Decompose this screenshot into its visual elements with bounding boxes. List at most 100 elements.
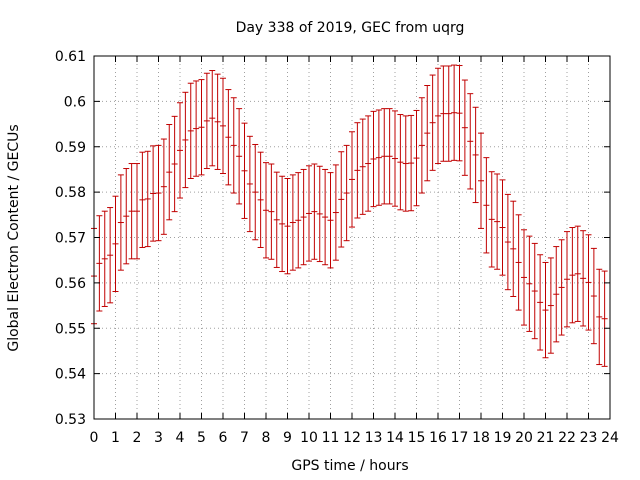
error-bar-point <box>569 227 576 324</box>
error-bar-point <box>413 109 420 207</box>
error-bar-point <box>349 131 355 228</box>
error-bar-point <box>381 108 388 205</box>
error-bar-point <box>547 257 554 354</box>
error-bar-point <box>246 135 253 233</box>
error-bar-point <box>273 171 280 268</box>
error-bar-point <box>504 193 511 291</box>
error-bar-point <box>585 234 592 331</box>
error-bars <box>91 64 608 367</box>
error-bar-point <box>418 97 425 194</box>
error-bar-point <box>209 70 216 167</box>
error-bar-point <box>203 72 210 170</box>
x-tick-label: 10 <box>300 430 318 446</box>
error-bar-point <box>220 77 226 175</box>
error-bar-point <box>343 144 350 242</box>
error-bar-point <box>171 115 178 213</box>
error-bar-point <box>537 254 544 351</box>
error-bar-point <box>289 174 296 271</box>
error-bar-point <box>386 108 393 205</box>
x-tick-label: 0 <box>90 430 99 446</box>
error-bar-point <box>526 235 533 332</box>
error-bar-point <box>107 207 114 304</box>
x-tick-label: 19 <box>494 430 512 446</box>
x-tick-label: 12 <box>343 430 361 446</box>
error-bar-point <box>397 114 404 211</box>
y-tick-label: 0.58 <box>55 185 86 201</box>
plot-border <box>93 55 611 420</box>
error-bar-point <box>177 102 183 199</box>
x-tick-label: 18 <box>472 430 490 446</box>
error-bar-point <box>123 168 130 265</box>
y-tick-label: 0.61 <box>55 49 86 65</box>
error-bar-point <box>574 225 581 322</box>
error-bar-point <box>236 108 243 205</box>
error-bar-point <box>338 151 345 248</box>
error-bar-point <box>494 173 501 270</box>
error-bar-point <box>284 178 291 275</box>
error-bar-point <box>596 268 603 366</box>
error-bar-point <box>316 165 323 263</box>
x-tick-label: 14 <box>386 430 404 446</box>
grid-lines <box>94 56 610 419</box>
error-bar-point <box>402 115 409 212</box>
y-tick-label: 0.56 <box>55 276 86 292</box>
error-bar-point <box>440 65 447 162</box>
error-bar-point <box>359 118 366 215</box>
y-tick-label: 0.54 <box>55 367 86 383</box>
error-bar-point <box>478 132 484 229</box>
error-bar-point <box>300 168 307 266</box>
error-bar-point <box>134 163 140 260</box>
error-bar-point <box>461 79 468 176</box>
error-bar-point <box>241 122 248 219</box>
error-bar-point <box>354 122 361 219</box>
error-bar-point <box>429 74 436 171</box>
error-bar-point <box>467 93 474 190</box>
y-tick-label: 0.57 <box>55 231 86 247</box>
x-tick-label: 23 <box>580 430 598 446</box>
error-bar-point <box>332 164 339 261</box>
error-bar-point <box>96 215 103 312</box>
y-tick-label: 0.55 <box>55 321 86 337</box>
plot-frame <box>93 55 611 420</box>
x-tick-label: 17 <box>451 430 469 446</box>
x-tick-label: 9 <box>283 430 292 446</box>
error-bar-point <box>160 138 167 235</box>
error-bar-point <box>370 110 377 208</box>
x-tick-label: 8 <box>262 430 271 446</box>
y-tick-label: 0.59 <box>55 140 86 156</box>
x-tick-labels: 0 1 2 3 4 5 6 7 8 9 10 11 12 13 14 15 16 17 18 19 20 21 22 23 24 <box>90 430 619 446</box>
error-bar-point <box>187 82 194 180</box>
error-bar-point <box>112 195 119 292</box>
error-bar-point <box>375 109 382 206</box>
error-bar-point <box>139 151 146 248</box>
error-bar-point <box>144 150 151 248</box>
error-bar-point <box>483 157 490 254</box>
error-bar-point <box>424 84 431 182</box>
x-tick-label: 3 <box>154 430 163 446</box>
error-bar-point <box>128 163 135 260</box>
error-bar-point <box>515 214 522 311</box>
error-bar-point <box>392 110 398 207</box>
x-axis-label: GPS time / hours <box>291 458 408 474</box>
x-tick-label: 22 <box>558 430 576 446</box>
error-bar-point <box>408 114 415 212</box>
x-tick-label: 13 <box>365 430 383 446</box>
x-tick-label: 1 <box>111 430 120 446</box>
x-tick-label: 2 <box>133 430 142 446</box>
error-bar-point <box>279 175 286 273</box>
error-bar-point <box>521 229 527 326</box>
error-bar-point <box>230 97 237 194</box>
error-bar-point <box>155 144 162 242</box>
y-axis-label: Global Electron Content / GECUs <box>6 124 22 351</box>
error-bar-point <box>499 179 506 276</box>
error-bar-point <box>580 230 587 327</box>
error-bar-point <box>435 67 441 165</box>
y-tick-label: 0.53 <box>55 412 86 428</box>
error-bar-point <box>553 246 560 343</box>
error-bar-point <box>456 65 463 162</box>
x-tick-label: 24 <box>601 430 619 446</box>
error-bar-point <box>510 200 517 297</box>
x-tick-label: 16 <box>429 430 447 446</box>
error-bar-point <box>214 73 221 170</box>
